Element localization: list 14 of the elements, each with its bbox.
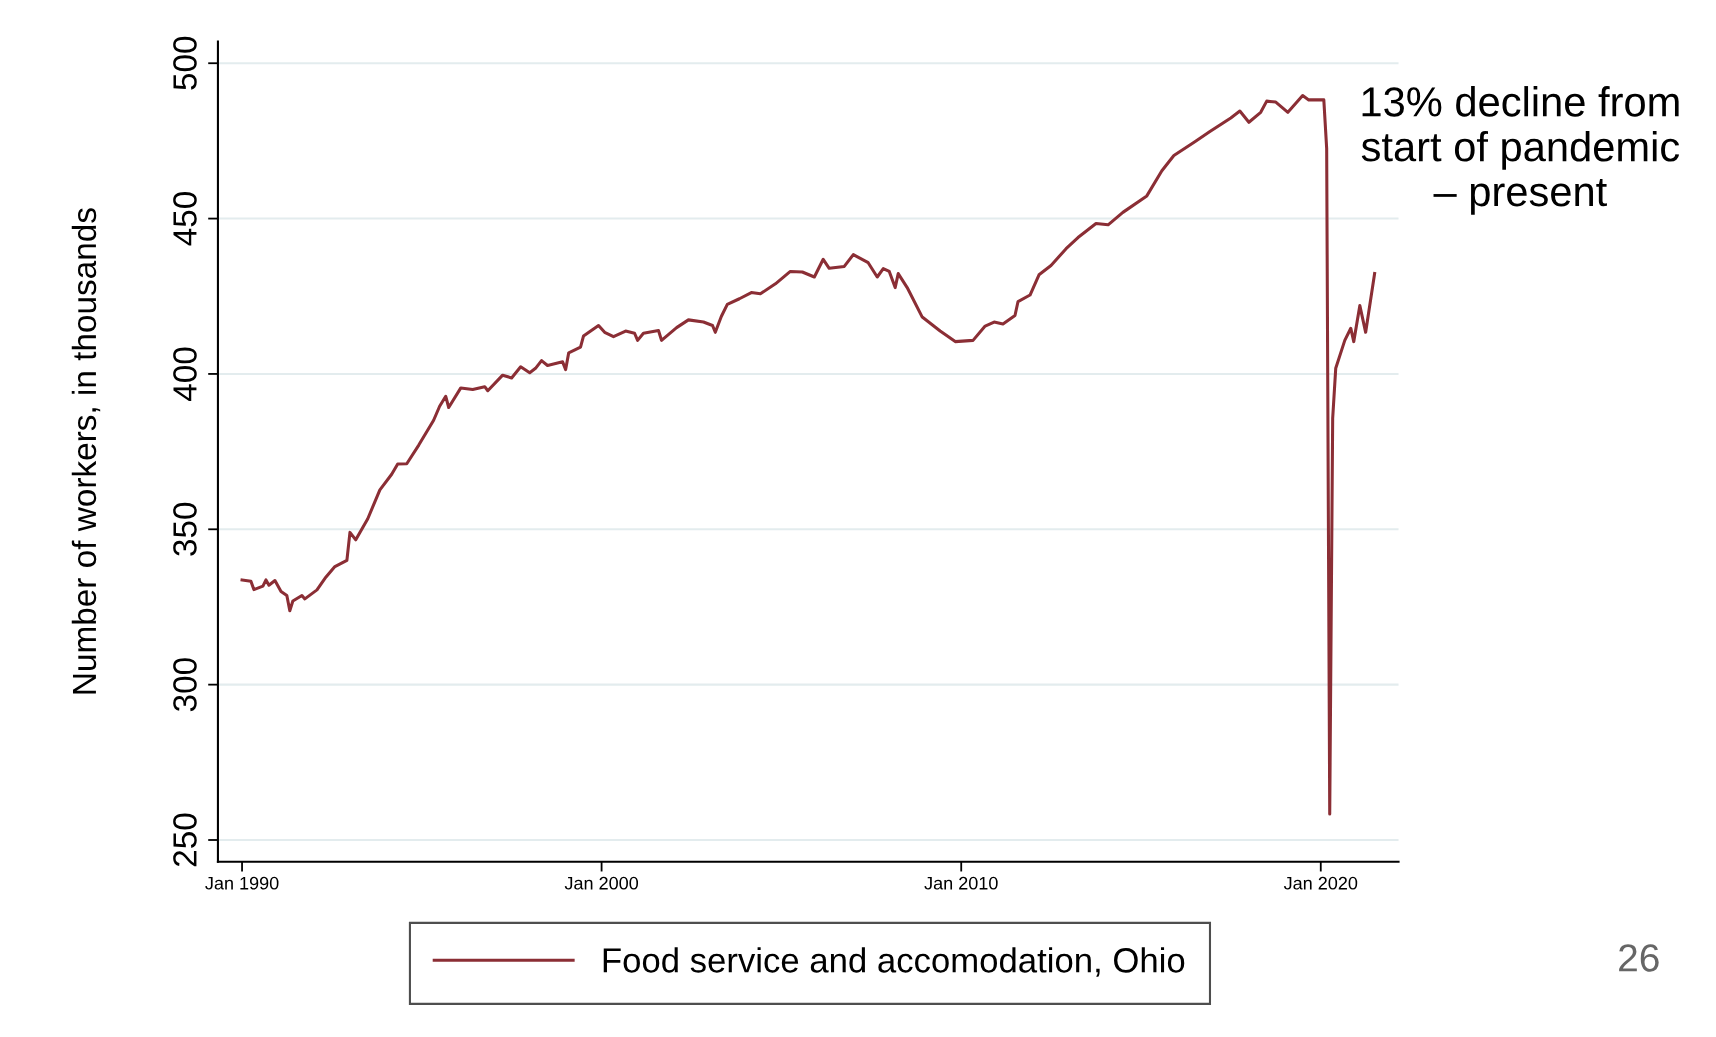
x-tick-label: Jan 2020 — [1283, 876, 1358, 890]
x-tick-label: Jan 1990 — [205, 876, 279, 890]
annotation: 13% decline from start of pandemic – present — [1361, 86, 1680, 215]
y-tick-label: 300 — [173, 658, 197, 712]
x-tick-label: Jan 2000 — [564, 876, 639, 890]
y-tick-label: 250 — [173, 813, 197, 867]
y-tick-label: 400 — [173, 347, 197, 401]
y-tick-label: 450 — [173, 192, 197, 246]
y-axis-title: Number of workers, in thousands — [71, 208, 101, 694]
x-tick-label: Jan 2010 — [924, 876, 998, 890]
y-tick-label: 500 — [173, 36, 197, 90]
text: 26 — [1619, 944, 1659, 972]
legend-label: Food service and accomodation, Ohio — [603, 947, 1185, 977]
y-tick-label: 350 — [173, 502, 197, 556]
